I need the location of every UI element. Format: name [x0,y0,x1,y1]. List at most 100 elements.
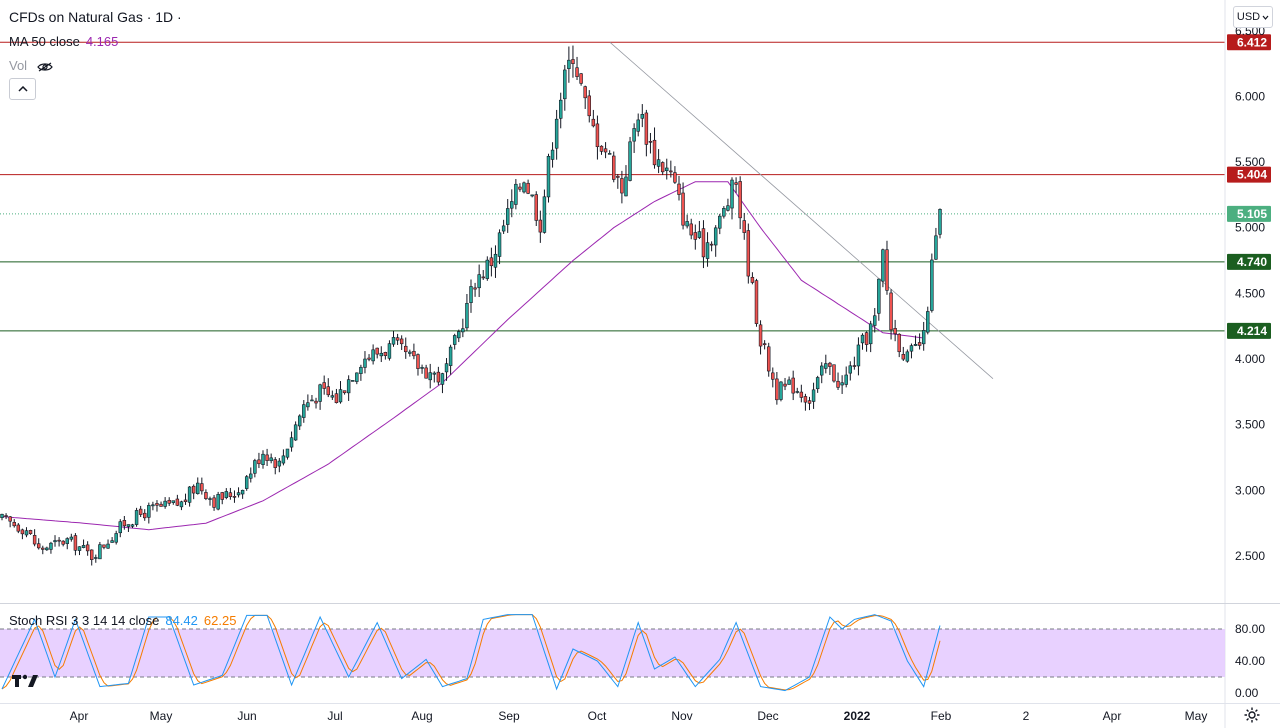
candle-body [85,544,90,552]
candle-body [8,516,12,522]
time-axis[interactable]: Apr May Jun Jul Aug Sep Oct Nov Dec 2022 Feb 2 Apr Ma… [70,709,1208,723]
candle-body [938,209,942,235]
candle-body [824,363,828,369]
time-tick-label: Sep [498,709,520,723]
candle-body [461,328,465,333]
candle-body [701,228,706,258]
symbol-title-text: CFDs on Natural Gas · 1D · [9,9,182,25]
price-tick-label: 4.500 [1235,286,1265,300]
candle-body [432,372,437,375]
candle-body [705,242,710,259]
candle-body [69,536,74,540]
candle-body [61,540,65,545]
candle-body [73,535,78,551]
candle-body [897,333,901,353]
stoch-tick-label: 0.00 [1235,686,1259,700]
candle-body [836,380,840,388]
candle-body [269,457,273,462]
candle-body [677,183,681,195]
candle-body [852,365,857,367]
candle-body [289,437,294,448]
candle-body [452,335,457,345]
candle-body [889,292,893,331]
candle-body [41,547,45,550]
candle-body [416,354,420,369]
candle-body [465,303,469,329]
candle-body [787,379,791,385]
candle-body [685,221,689,227]
stoch-k-line [1,614,941,692]
candle-body [204,492,208,499]
candle-body [877,278,881,314]
collapse-legend-button[interactable] [9,78,36,100]
stoch-d-value: 62.25 [203,613,237,628]
last-price-label: 5.105 [1237,207,1267,221]
candle-body [351,380,355,382]
candle-body [501,225,506,232]
candle-body [746,230,751,277]
candle-body [110,540,114,543]
horizontal-level-label: 4.740 [1237,255,1267,269]
candle-body [554,118,559,149]
candle-body [428,372,432,381]
candle-body [567,59,571,69]
candle-body [395,337,400,341]
candle-body [579,73,583,84]
candle-body [94,557,98,559]
candle-body [420,367,424,369]
candle-body [232,496,237,498]
last-price-tag [1227,205,1271,222]
candle-body [489,257,494,267]
candle-body [20,529,25,535]
candle-body [583,86,587,99]
eye-off-icon[interactable] [36,62,53,72]
candle-body [550,149,555,160]
candle-body [534,194,538,221]
candle-body [799,391,804,398]
time-tick-label: Feb [931,709,952,723]
candle-body [322,382,326,389]
candle-body [191,485,196,494]
candle-body [840,382,844,386]
currency-selector[interactable]: USD [1233,6,1273,28]
candle-body [844,374,848,385]
vol-legend[interactable]: Vol [9,58,53,73]
candle-body [868,323,873,345]
candle-body [36,543,41,549]
candle-body [901,354,906,360]
price-tick-label: 2.500 [1235,549,1265,563]
candle-body [828,362,832,367]
candle-body [505,208,510,225]
candle-body [440,373,445,385]
candle-body [477,274,481,289]
candle-body [261,453,265,465]
horizontal-level-tag [1227,253,1271,270]
horizontal-levels[interactable]: 6.412 5.404 4.740 4.214 5.105 [0,34,1271,339]
stoch-rsi-legend[interactable]: Stoch RSI 3 3 14 14 close 84.42 62.25 [9,613,236,628]
tradingview-logo[interactable] [11,671,41,689]
candle-body [0,513,4,518]
candle-body [208,498,212,500]
ma-legend[interactable]: MA 50 close 4.165 [9,34,118,49]
candle-body [404,345,408,353]
candle-body [179,501,184,508]
candle-body [448,346,453,366]
candle-body [130,524,135,527]
candle-body [77,546,82,551]
candle-body [126,524,131,527]
price-tick-label: 5.500 [1235,155,1265,169]
candle-body [807,400,812,404]
candle-body [167,499,171,504]
candle-body [159,503,163,507]
candle-body [779,381,783,400]
candle-body [330,395,335,398]
symbol-title[interactable]: CFDs on Natural Gas · 1D · [9,9,182,25]
gear-icon[interactable] [1243,706,1261,724]
price-axis[interactable]: 6.5006.0005.5005.0004.5004.0003.5003.000… [1235,24,1265,563]
candle-body [722,208,726,217]
ma-label: MA 50 close [9,34,80,49]
candle-body [832,364,836,382]
